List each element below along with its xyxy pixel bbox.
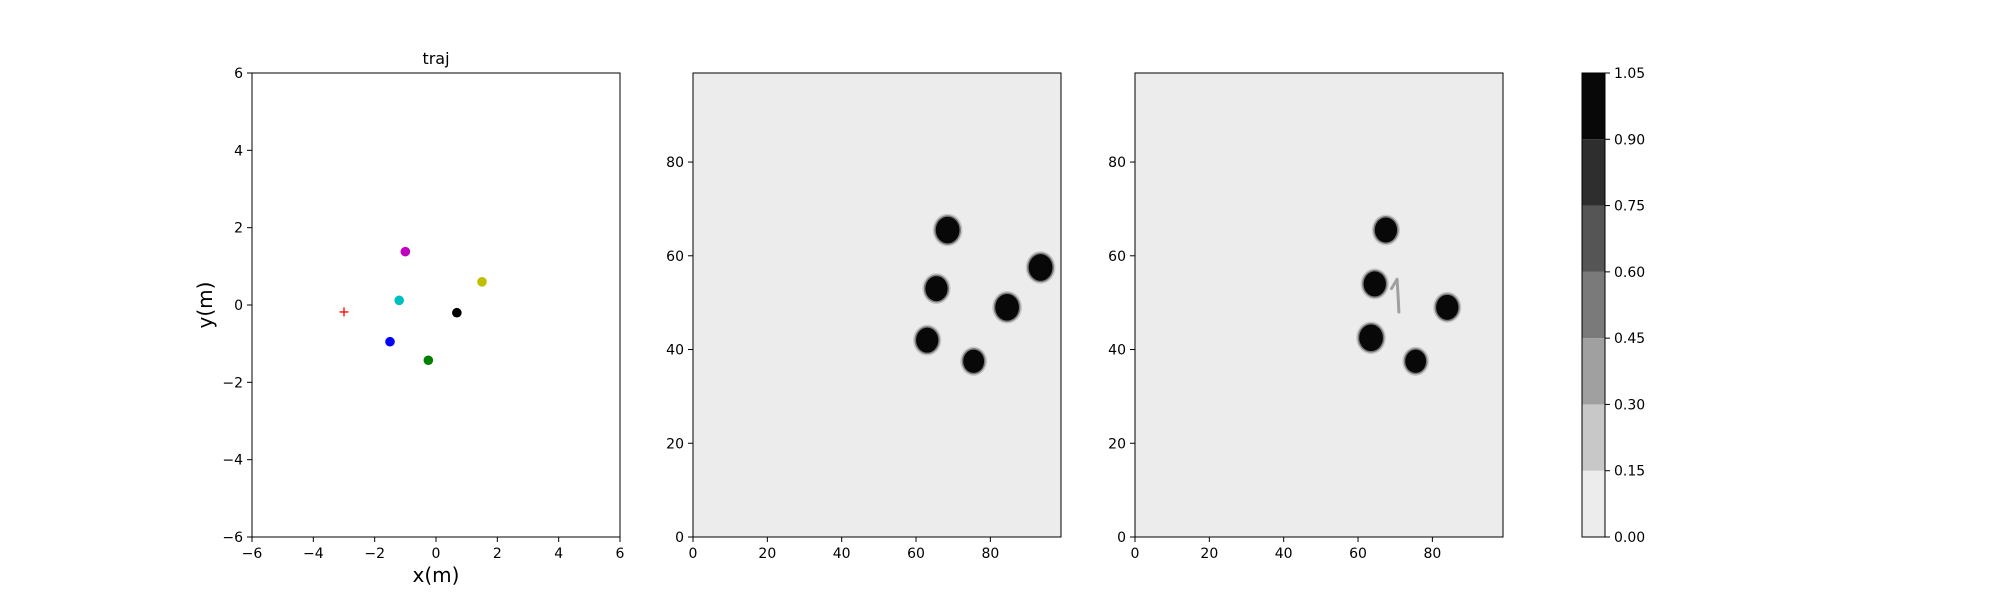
obstacle-blob — [932, 213, 963, 247]
colorbar-tick-label: 0.30 — [1614, 397, 1645, 413]
x-tick-label: 80 — [981, 546, 999, 562]
obstacle-blob — [922, 273, 951, 305]
colorbar-bands — [1582, 73, 1605, 537]
obstacle-blob — [1433, 291, 1462, 323]
y-tick-label: 40 — [666, 343, 684, 359]
colorbar-ticks: 0.00 0.15 0.30 0.45 0.60 0.75 0.90 1.05 — [1605, 66, 1645, 546]
occupancy-map-1-image — [693, 73, 1061, 537]
trajectory-points — [339, 246, 487, 366]
colorbar-tick-label: 0.45 — [1614, 331, 1645, 347]
x-tick-label: 0 — [1131, 546, 1140, 562]
x-tick-label: 0 — [432, 546, 441, 562]
obstacle-blob — [1356, 321, 1386, 355]
x-tick-label: 6 — [616, 546, 625, 562]
x-tick-label: 20 — [1200, 546, 1218, 562]
obstacle-blob — [1025, 251, 1056, 284]
trajectory-ticks: −6 −4 −2 0 2 4 6 −6 −4 −2 0 2 4 6 — [222, 66, 624, 562]
x-tick-label: 20 — [758, 546, 776, 562]
agent-point — [477, 277, 487, 287]
occupancy-map-2: 0 20 40 60 80 0 20 40 60 80 — [1108, 72, 1504, 562]
map-trace — [1390, 277, 1401, 314]
colorbar-tick-label: 0.00 — [1614, 530, 1645, 546]
agent-point — [385, 336, 395, 347]
x-axis-label: x(m) — [413, 563, 460, 587]
colorbar-tick-label: 1.05 — [1614, 66, 1645, 82]
x-tick-label: 40 — [1275, 546, 1293, 562]
agent-point — [400, 246, 411, 257]
y-tick-label: −2 — [222, 375, 243, 391]
x-tick-label: 40 — [833, 546, 851, 562]
trajectory-title: traj — [422, 49, 449, 68]
obstacle-blob — [992, 291, 1022, 324]
occupancy-map-2-image — [1135, 73, 1503, 537]
obstacle-blob — [960, 346, 988, 376]
colorbar-band — [1582, 404, 1605, 471]
colorbar: 0.00 0.15 0.30 0.45 0.60 0.75 0.90 1.05 — [1581, 66, 1645, 546]
colorbar-tick-label: 0.90 — [1614, 132, 1645, 148]
agent-point — [394, 295, 405, 306]
obstacle-blob — [913, 324, 942, 356]
x-tick-label: 0 — [689, 546, 698, 562]
colorbar-band — [1582, 338, 1605, 405]
x-tick-label: 60 — [907, 546, 925, 562]
colorbar-band — [1582, 139, 1605, 206]
y-tick-label: 0 — [1117, 530, 1126, 546]
y-tick-label: 60 — [1108, 249, 1126, 265]
occupancy-map-1-frame — [692, 72, 1062, 538]
agent-point — [452, 307, 462, 318]
colorbar-band — [1582, 470, 1605, 537]
colorbar-tick-label: 0.75 — [1614, 199, 1645, 215]
colorbar-tick-label: 0.60 — [1614, 265, 1645, 281]
obstacle-blob — [1402, 346, 1430, 376]
occupancy-map-2-ticks: 0 20 40 60 80 0 20 40 60 80 — [1108, 155, 1441, 562]
occupancy-map-2-frame — [1134, 72, 1504, 538]
trajectory-frame — [251, 72, 621, 538]
y-tick-label: 20 — [1108, 436, 1126, 452]
colorbar-band — [1582, 271, 1605, 339]
occupancy-map-1-ticks: 0 20 40 60 80 0 20 40 60 80 — [666, 155, 999, 562]
colorbar-tick-label: 0.15 — [1614, 464, 1645, 480]
x-tick-label: −6 — [242, 546, 263, 562]
y-tick-label: 0 — [234, 298, 243, 314]
y-tick-label: 20 — [666, 436, 684, 452]
x-tick-label: −2 — [364, 546, 385, 562]
colorbar-band — [1582, 205, 1605, 272]
y-tick-label: 6 — [234, 66, 243, 82]
y-tick-label: 0 — [675, 530, 684, 546]
colorbar-band — [1582, 73, 1605, 140]
y-tick-label: 40 — [1108, 343, 1126, 359]
agent-point — [423, 355, 434, 366]
y-axis-label: y(m) — [193, 282, 217, 329]
start-marker — [339, 307, 349, 317]
y-tick-label: −4 — [222, 453, 243, 469]
y-tick-label: 2 — [234, 221, 243, 237]
y-tick-label: 80 — [666, 155, 684, 171]
x-tick-label: 2 — [493, 546, 502, 562]
x-tick-label: 60 — [1349, 546, 1367, 562]
obstacle-blob — [1360, 268, 1389, 300]
occupancy-map-1: 0 20 40 60 80 0 20 40 60 80 — [666, 72, 1062, 562]
x-tick-label: −4 — [303, 546, 324, 562]
obstacle-blob — [1371, 214, 1401, 246]
y-tick-label: 60 — [666, 249, 684, 265]
y-tick-label: 4 — [234, 143, 243, 159]
trajectory-plot: traj x(m) y(m) −6 −4 −2 0 2 4 6 −6 −4 −2 0 2 4 6 — [193, 49, 625, 587]
x-tick-label: 80 — [1423, 546, 1441, 562]
colorbar-frame — [1581, 72, 1606, 538]
y-tick-label: 80 — [1108, 155, 1126, 171]
x-tick-label: 4 — [554, 546, 563, 562]
y-tick-label: −6 — [222, 530, 243, 546]
